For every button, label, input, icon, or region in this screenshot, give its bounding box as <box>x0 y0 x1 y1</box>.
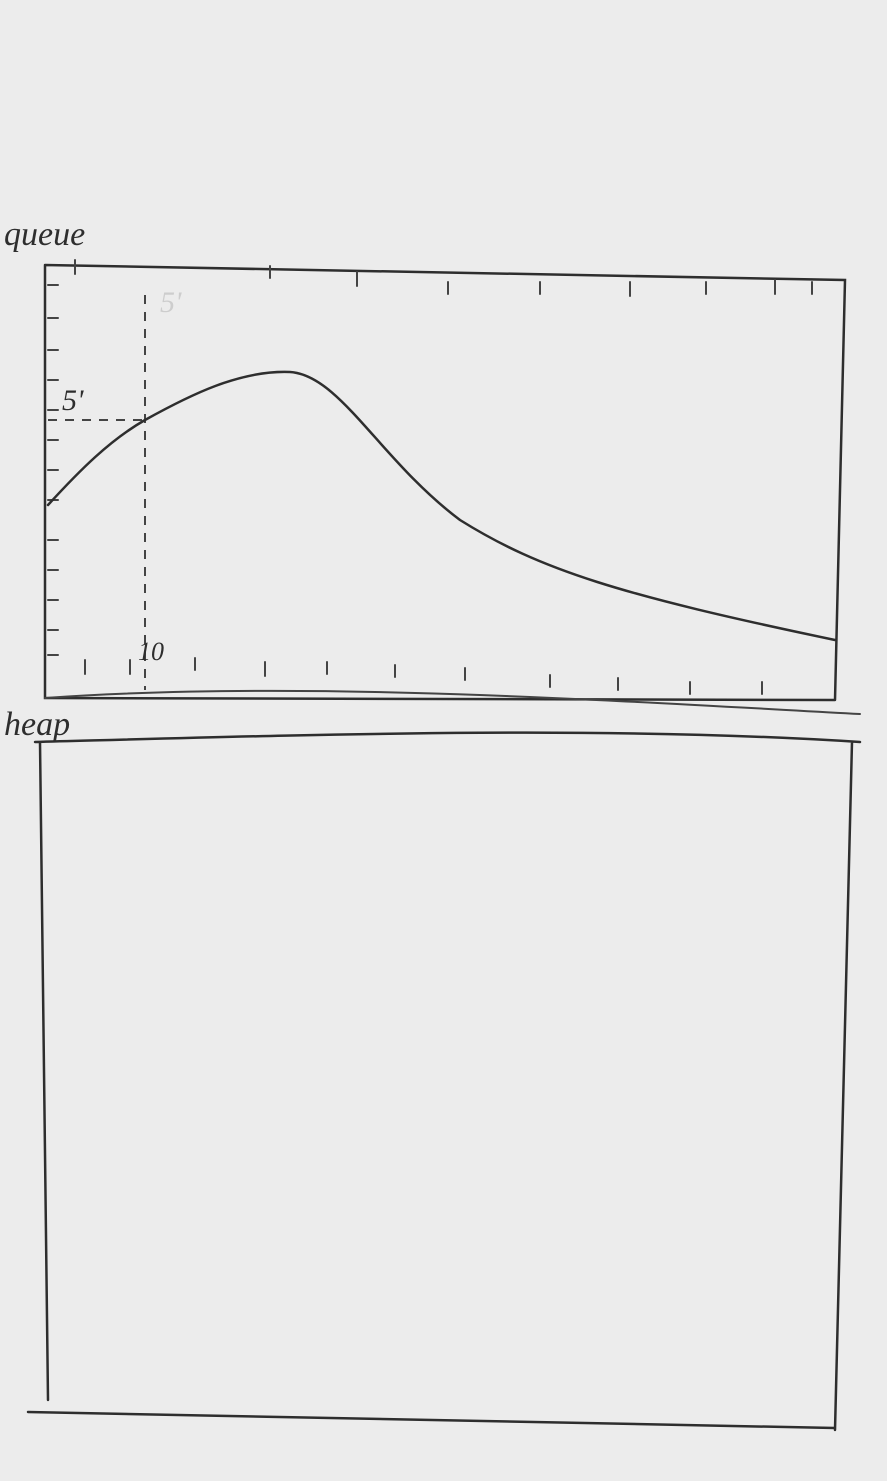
panel-title: queue <box>4 216 85 253</box>
left-ticks <box>47 284 59 656</box>
bottom-ticks <box>84 657 763 695</box>
guide-lines <box>48 295 146 690</box>
queue-panel <box>43 263 847 702</box>
panel-title: heap <box>4 706 70 743</box>
top-ticks <box>74 259 813 297</box>
annotation: 5' <box>62 384 84 417</box>
annotation: 10 <box>138 637 164 666</box>
curve <box>46 370 837 642</box>
annotation: 5' <box>160 286 182 319</box>
heap-panel <box>26 731 862 1432</box>
divider <box>44 689 861 715</box>
